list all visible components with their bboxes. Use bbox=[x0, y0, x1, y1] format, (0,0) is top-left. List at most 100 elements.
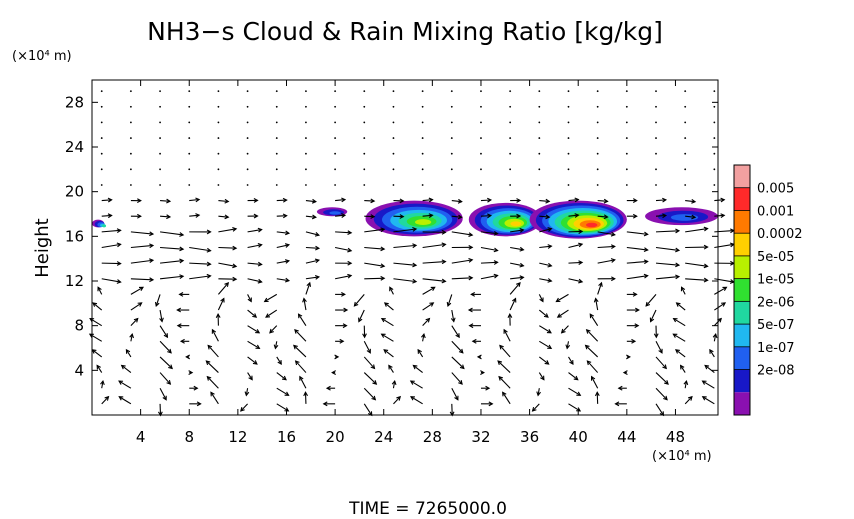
wind-vector-head bbox=[722, 286, 728, 292]
wind-vector bbox=[538, 152, 541, 155]
y-tick-label: 28 bbox=[65, 93, 84, 111]
wind-vector bbox=[121, 365, 132, 374]
wind-vector bbox=[681, 287, 686, 295]
wind-vector-head bbox=[281, 375, 287, 381]
wind-vector bbox=[392, 168, 395, 171]
wind-vector bbox=[538, 184, 541, 186]
wind-vector bbox=[597, 259, 615, 264]
wind-vector-head bbox=[701, 380, 707, 385]
wind-vector bbox=[159, 121, 161, 124]
wind-vector bbox=[497, 360, 511, 373]
wind-vector bbox=[363, 372, 377, 385]
wind-vector bbox=[129, 105, 132, 108]
wind-vector-head bbox=[297, 313, 303, 319]
wind-vector bbox=[218, 215, 229, 218]
wind-vector-head bbox=[399, 198, 405, 204]
wind-vector-head bbox=[457, 198, 463, 204]
colorbar-label: 5e-07 bbox=[757, 318, 795, 333]
wind-vector-head bbox=[703, 244, 709, 250]
wind-vector bbox=[451, 372, 463, 385]
wind-vector bbox=[509, 298, 517, 311]
wind-vector bbox=[275, 184, 278, 186]
wind-vector-head bbox=[441, 229, 447, 235]
wind-vector-head bbox=[458, 380, 463, 385]
wind-vector bbox=[246, 105, 249, 108]
wind-vector-head bbox=[133, 317, 139, 323]
wind-vector bbox=[159, 168, 161, 171]
wind-vector bbox=[305, 200, 316, 203]
wind-vector bbox=[363, 387, 376, 401]
wind-vector bbox=[451, 231, 473, 236]
wind-vector-head bbox=[428, 213, 434, 218]
wind-vector bbox=[480, 246, 498, 252]
wind-vector-head bbox=[717, 317, 722, 323]
wind-vector-head bbox=[488, 401, 494, 407]
wind-vector-head bbox=[545, 198, 551, 204]
wind-vector bbox=[502, 392, 511, 405]
wind-vector bbox=[159, 184, 161, 186]
wind-vector bbox=[335, 199, 346, 202]
wind-vector bbox=[625, 152, 628, 155]
colorbar-swatch bbox=[734, 233, 750, 256]
wind-vector bbox=[568, 198, 579, 202]
wind-vector bbox=[101, 243, 121, 249]
wind-vector bbox=[275, 90, 278, 93]
wind-vector bbox=[596, 168, 599, 171]
wind-vector-head bbox=[468, 275, 474, 281]
wind-vector-head bbox=[683, 379, 689, 386]
wind-vector bbox=[159, 309, 163, 322]
wind-vector bbox=[537, 388, 540, 396]
wind-vector-head bbox=[691, 214, 697, 220]
wind-vector-head bbox=[370, 214, 376, 219]
time-label: TIME = 7265000.0 bbox=[348, 499, 507, 519]
wind-vector-head bbox=[555, 297, 561, 303]
wind-vector-head bbox=[370, 364, 376, 370]
wind-vector-head bbox=[425, 317, 431, 323]
wind-vector-head bbox=[441, 259, 447, 265]
wind-vector bbox=[305, 184, 307, 186]
wind-vector bbox=[655, 137, 657, 139]
wind-vector bbox=[276, 260, 290, 264]
wind-vector-head bbox=[499, 344, 504, 350]
wind-vector-head bbox=[253, 213, 259, 219]
wind-vector bbox=[294, 329, 307, 342]
wind-vector bbox=[100, 184, 103, 186]
wind-vector bbox=[392, 105, 395, 108]
wind-vector bbox=[363, 137, 366, 139]
wind-vector-head bbox=[543, 313, 549, 318]
wind-vector-head bbox=[546, 329, 552, 334]
wind-vector-head bbox=[311, 198, 317, 204]
wind-vector-head bbox=[610, 258, 616, 263]
wind-vector bbox=[276, 215, 287, 217]
wind-vector-head bbox=[206, 229, 212, 235]
wind-vector-head bbox=[458, 348, 464, 354]
wind-vector-head bbox=[675, 228, 681, 234]
wind-vector bbox=[275, 121, 278, 124]
wind-vector bbox=[499, 345, 511, 358]
wind-vector-head bbox=[220, 297, 225, 303]
wind-vector bbox=[509, 137, 512, 139]
wind-vector bbox=[388, 365, 394, 373]
wind-vector bbox=[655, 105, 657, 108]
wind-vector bbox=[451, 340, 464, 354]
wind-vector bbox=[247, 229, 262, 233]
x-tick-label: 32 bbox=[471, 428, 490, 446]
wind-vector-head bbox=[179, 258, 185, 264]
wind-vector bbox=[303, 298, 307, 311]
wind-vector bbox=[702, 396, 715, 405]
colorbar-swatch bbox=[734, 210, 750, 234]
wind-vector bbox=[275, 105, 278, 108]
wind-vector-head bbox=[643, 247, 649, 253]
wind-vector bbox=[503, 329, 511, 342]
wind-vector bbox=[276, 356, 282, 365]
wind-vector-head bbox=[196, 401, 202, 407]
wind-vector-head bbox=[547, 262, 553, 268]
wind-vector bbox=[684, 121, 687, 124]
colorbar-label: 0.0002 bbox=[757, 227, 803, 242]
wind-vector bbox=[539, 325, 552, 334]
y-tick-label: 20 bbox=[65, 183, 84, 201]
wind-vector bbox=[129, 90, 132, 93]
wind-vector-head bbox=[247, 297, 252, 303]
wind-vector bbox=[589, 313, 599, 326]
wind-vector-head bbox=[594, 391, 600, 397]
